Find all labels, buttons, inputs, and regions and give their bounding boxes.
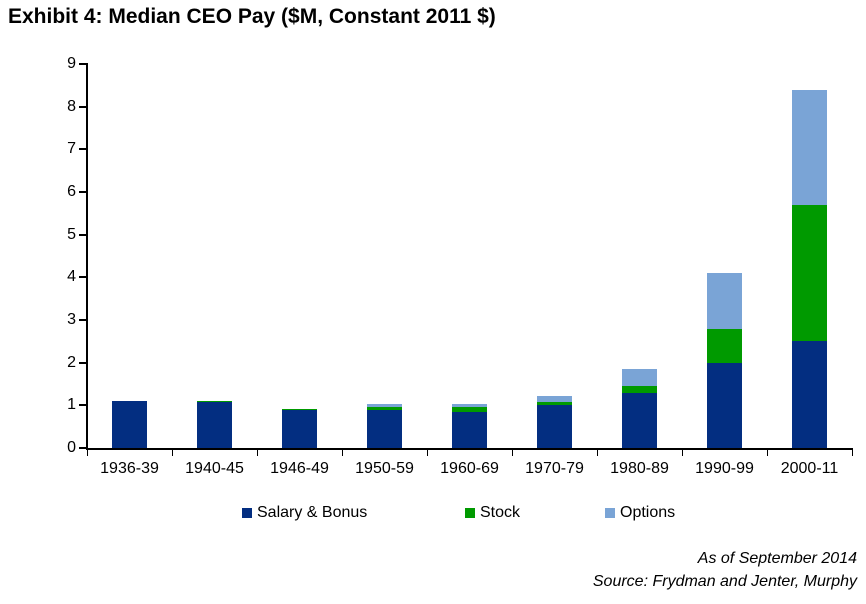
- bar-1960-69-salary-bonus: [452, 412, 487, 448]
- legend-item-stock: Stock: [465, 503, 520, 523]
- bar-1990-99-salary-bonus: [707, 362, 742, 448]
- bar-2000-11-salary-bonus: [792, 341, 827, 448]
- chart-title: Exhibit 4: Median CEO Pay ($M, Constant …: [8, 5, 496, 28]
- y-tick-label: 4: [67, 268, 76, 286]
- y-tick-label: 1: [67, 396, 76, 414]
- legend-label: Salary & Bonus: [257, 504, 368, 521]
- bar-1950-59-salary-bonus: [367, 410, 402, 448]
- legend-item-salary-bonus: Salary & Bonus: [242, 503, 367, 523]
- x-axis-label: 1946-49: [270, 460, 329, 477]
- y-axis-tick: [79, 148, 87, 151]
- bar-1980-89-salary-bonus: [622, 392, 657, 448]
- salary-bonus-legend-swatch-icon: [242, 508, 252, 518]
- bar-1990-99-options: [707, 273, 742, 329]
- x-axis-tick: [852, 450, 853, 456]
- bar-1990-99-stock: [707, 328, 742, 363]
- bar-1970-79-salary-bonus: [537, 405, 572, 448]
- x-axis-tick: [87, 450, 88, 456]
- bar-1950-59-stock: [367, 407, 402, 411]
- bar-1970-79-options: [537, 396, 572, 402]
- bar-2000-11-options: [792, 89, 827, 205]
- y-tick-label: 6: [67, 183, 76, 200]
- y-tick-label: 5: [67, 225, 76, 243]
- x-axis-label: 1960-69: [440, 460, 499, 477]
- x-axis-tick: [767, 450, 768, 456]
- y-axis-line: [86, 63, 88, 450]
- y-tick-label: 0: [67, 439, 76, 456]
- x-axis-tick: [172, 450, 173, 456]
- y-axis-tick: [79, 319, 87, 321]
- bar-1960-69-options: [452, 404, 487, 408]
- y-axis-tick: [79, 361, 87, 364]
- options-legend-swatch-icon: [605, 508, 615, 518]
- y-tick-label: 3: [67, 311, 76, 328]
- y-axis-tick: [79, 233, 87, 236]
- bar-1950-59-options: [367, 404, 402, 408]
- y-axis-tick: [79, 105, 87, 108]
- stock-legend-swatch-icon: [465, 508, 475, 518]
- y-tick-label: 2: [67, 353, 76, 371]
- bar-1970-79-stock: [537, 401, 572, 406]
- y-tick-label: 7: [67, 140, 76, 158]
- bar-1980-89-options: [622, 369, 657, 387]
- x-axis-tick: [427, 450, 428, 456]
- x-axis-label: 1940-45: [185, 460, 244, 477]
- y-tick-label: 8: [67, 97, 76, 115]
- bar-1940-45-stock: [197, 401, 232, 403]
- bar-1960-69-stock: [452, 407, 487, 413]
- x-axis-tick: [682, 450, 683, 456]
- x-axis-label: 1950-59: [355, 460, 414, 477]
- x-axis-tick: [257, 450, 258, 456]
- y-axis-tick: [79, 404, 87, 407]
- x-axis-label: 1970-79: [525, 460, 584, 477]
- y-tick-label: 9: [67, 55, 76, 72]
- bar-2000-11-stock: [792, 204, 827, 342]
- y-axis-tick: [79, 276, 87, 279]
- bar-1946-49-salary-bonus: [282, 409, 317, 448]
- x-axis-label: 1980-89: [610, 460, 669, 477]
- y-axis-tick: [79, 63, 87, 65]
- bar-1946-49-stock: [282, 408, 317, 410]
- bar-1980-89-stock: [622, 386, 657, 393]
- x-axis-line: [86, 448, 853, 450]
- x-axis-tick: [342, 450, 343, 456]
- legend-label: Stock: [480, 504, 521, 521]
- source-note: Source: Frydman and Jenter, Murphy: [592, 573, 857, 590]
- x-axis-label: 1936-39: [100, 460, 159, 477]
- x-axis-tick: [597, 450, 598, 456]
- x-axis-label: 2000-11: [780, 460, 839, 477]
- bar-1936-39-salary-bonus: [112, 401, 147, 448]
- y-axis-tick: [79, 447, 87, 449]
- x-axis-label: 1990-99: [695, 460, 754, 477]
- legend-label: Options: [620, 504, 676, 521]
- y-axis-tick: [79, 191, 87, 193]
- x-axis-tick: [512, 450, 513, 456]
- as-of-date-note: As of September 2014: [697, 550, 857, 567]
- legend-item-options: Options: [605, 503, 675, 523]
- bar-1940-45-salary-bonus: [197, 402, 232, 448]
